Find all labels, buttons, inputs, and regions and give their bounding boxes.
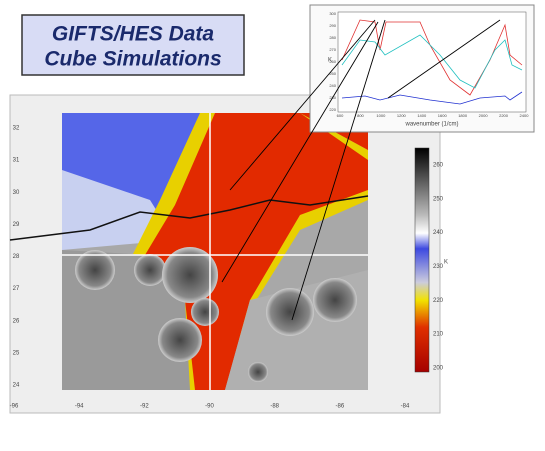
- inset-x-tick-label: 2200: [499, 113, 509, 118]
- x-tick-label: -96: [10, 404, 19, 410]
- title-line: Cube Simulations: [44, 48, 221, 71]
- inset-y-tick-label: 260: [329, 59, 336, 64]
- colorbar-tick-label: 230: [433, 264, 444, 270]
- colorbar-tick-label: 210: [433, 332, 444, 338]
- y-tick-label: 27: [13, 286, 20, 292]
- inset-x-tick-label: 1800: [458, 113, 468, 118]
- colorbar-tick-label: 250: [433, 196, 444, 202]
- colorbar: [415, 148, 429, 372]
- inset-x-tick-label: 2000: [479, 113, 489, 118]
- colorbar-unit: K: [444, 260, 448, 266]
- x-tick-label: -90: [205, 404, 214, 410]
- inset-x-tick-label: 600: [337, 113, 344, 118]
- y-tick-label: 26: [13, 318, 20, 324]
- x-tick-label: -92: [140, 404, 149, 410]
- map-field: [10, 113, 368, 390]
- inset-x-tick-label: 2400: [520, 113, 530, 118]
- title-line: GIFTS/HES Data: [52, 23, 215, 46]
- inset-x-tick-label: 1400: [417, 113, 427, 118]
- x-tick-label: -86: [335, 404, 344, 410]
- inset-x-label: wavenumber (1/cm): [404, 122, 458, 128]
- colorbar-tick-label: 220: [433, 298, 444, 304]
- inset-x-tick-label: 1600: [438, 113, 448, 118]
- inset-y-tick-label: 240: [329, 83, 336, 88]
- inset-y-tick-label: 300: [329, 11, 336, 16]
- page: -96 -94 -92 -90 -88 -86 -84 32 31 30 29 28 27 26 25 24…: [0, 0, 545, 446]
- colorbar-tick-label: 240: [433, 230, 444, 236]
- inset-axes: [338, 12, 526, 112]
- y-tick-label: 29: [13, 222, 20, 228]
- y-tick-label: 30: [13, 190, 20, 196]
- y-tick-label: 31: [13, 158, 20, 164]
- y-tick-label: 24: [13, 383, 20, 389]
- inset-x-tick-label: 1000: [376, 113, 386, 118]
- inset-y-tick-label: 220: [329, 107, 336, 112]
- inset-y-tick-label: 290: [329, 23, 336, 28]
- y-tick-label: 25: [13, 350, 20, 356]
- colorbar-tick-label: 200: [433, 366, 444, 372]
- colorbar-tick-label: 260: [433, 163, 444, 169]
- x-tick-label: -94: [75, 404, 84, 410]
- y-tick-label: 28: [13, 254, 20, 260]
- x-tick-label: -84: [401, 404, 410, 410]
- inset-x-tick-label: 800: [357, 113, 364, 118]
- inset-x-tick-label: 1200: [397, 113, 407, 118]
- x-tick-label: -88: [270, 404, 279, 410]
- inset-y-tick-label: 280: [329, 35, 336, 40]
- y-tick-label: 32: [13, 126, 20, 132]
- inset-y-tick-label: 270: [329, 47, 336, 52]
